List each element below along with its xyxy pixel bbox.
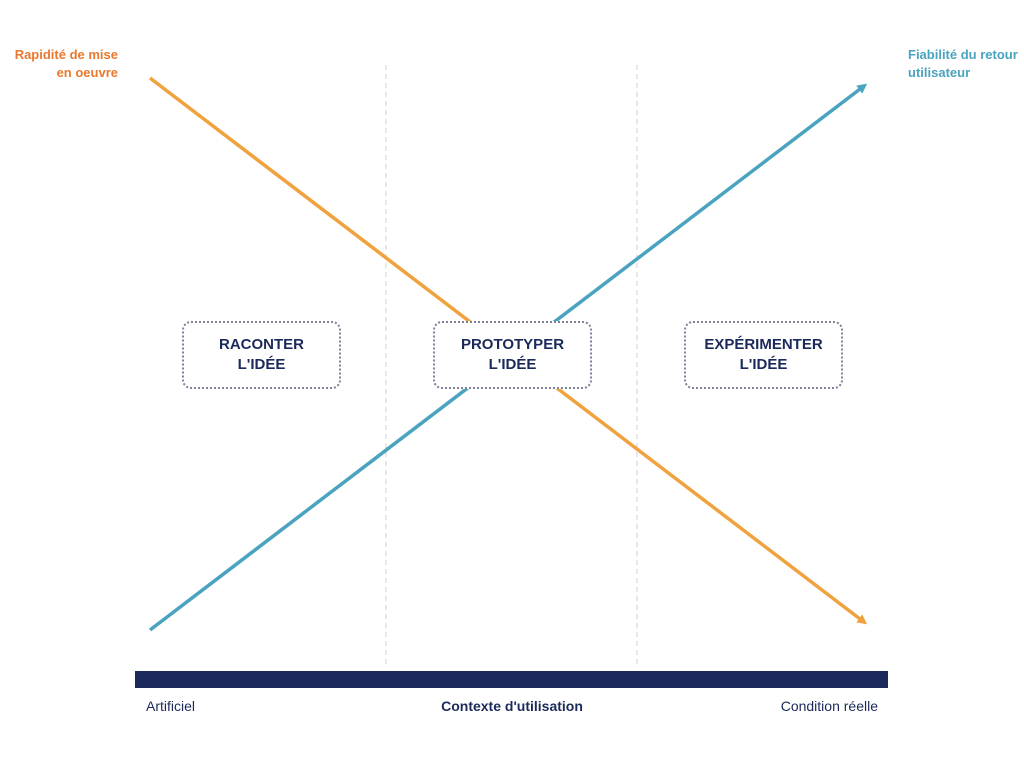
stage-experimenter: EXPÉRIMENTER L'IDÉE — [684, 321, 843, 389]
stage-title: EXPÉRIMENTER — [704, 336, 823, 353]
stage-title: RACONTER — [219, 336, 304, 353]
stage-subtitle: L'IDÉE — [739, 356, 788, 373]
axis-start-label: Artificiel — [146, 698, 196, 714]
context-axis-bar — [135, 671, 888, 688]
axis-end-label: Condition réelle — [780, 698, 878, 714]
speed-axis-label: Rapidité de mise en oeuvre — [14, 47, 118, 80]
stage-subtitle: L'IDÉE — [488, 356, 537, 373]
axis-title: Contexte d'utilisation — [441, 698, 583, 714]
stage-title: PROTOTYPER — [460, 336, 565, 353]
stage-prototyper: PROTOTYPER L'IDÉE — [433, 321, 592, 389]
stage-subtitle: L'IDÉE — [237, 356, 286, 373]
reliability-axis-label: Fiabilité du retour utilisateur — [908, 47, 1018, 80]
stage-raconter: RACONTER L'IDÉE — [182, 321, 341, 389]
